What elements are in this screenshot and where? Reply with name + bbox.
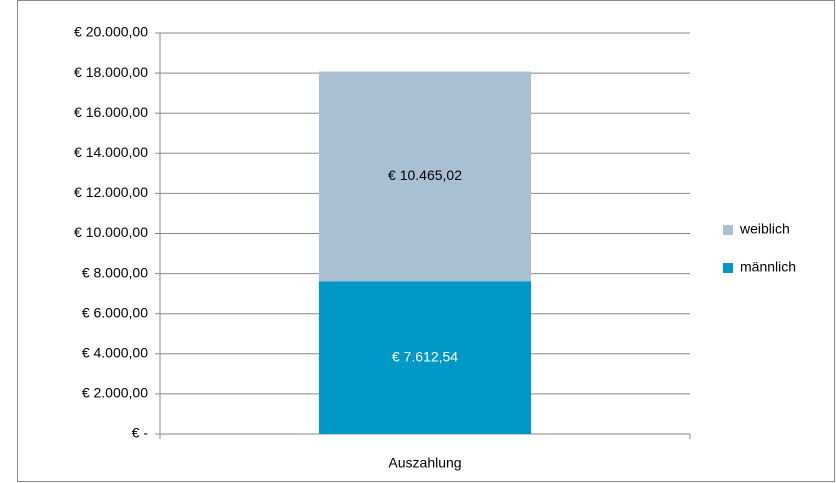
y-tick-label: € 2.000,00: [82, 385, 148, 401]
legend-label: männlich: [740, 259, 796, 275]
y-tick-label: € 14.000,00: [74, 144, 148, 160]
y-tick-label: € -: [132, 425, 149, 441]
bar-segment: [319, 281, 531, 434]
data-label: € 10.465,02: [388, 167, 462, 183]
y-tick-label: € 4.000,00: [82, 345, 148, 361]
legend-swatch: [723, 263, 733, 273]
y-tick-label: € 10.000,00: [74, 224, 148, 240]
y-tick-label: € 6.000,00: [82, 304, 148, 320]
y-tick-label: € 8.000,00: [82, 264, 148, 280]
y-tick-label: € 18.000,00: [74, 64, 148, 80]
legend-swatch: [723, 225, 733, 235]
legend-label: weiblich: [739, 221, 790, 237]
x-tick-label: Auszahlung: [388, 455, 461, 471]
y-tick-label: € 16.000,00: [74, 104, 148, 120]
y-tick-label: € 12.000,00: [74, 184, 148, 200]
data-label: € 7.612,54: [392, 348, 458, 364]
y-tick-label: € 20.000,00: [74, 24, 148, 40]
bar-segment: [319, 71, 531, 282]
